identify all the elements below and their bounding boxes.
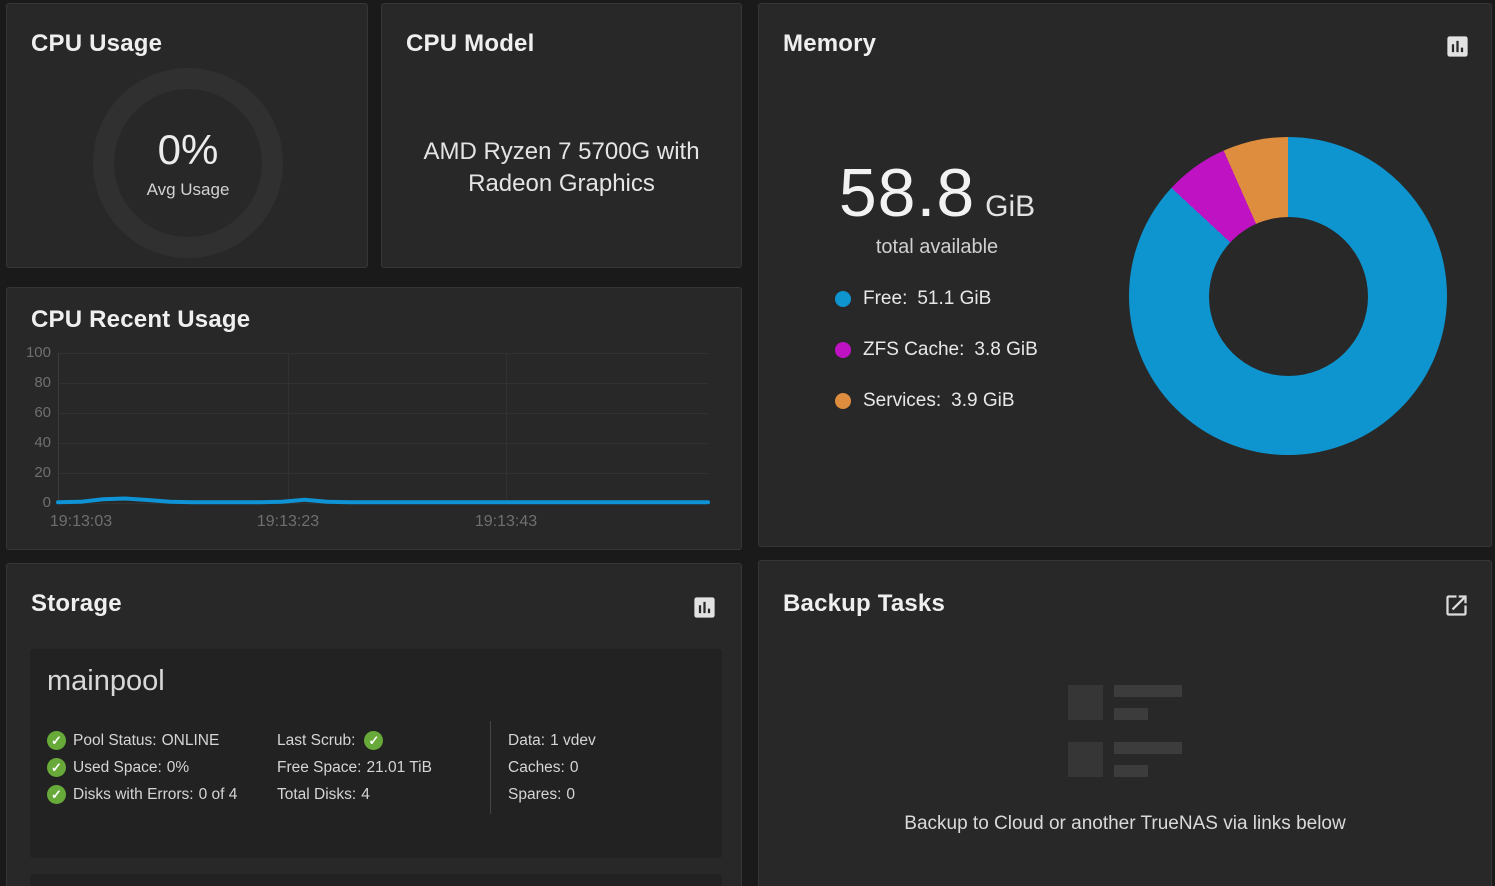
pool-row-value: 0% [166,758,190,776]
legend-item-services: Services: 3.9 GiB [835,390,1038,412]
cpu-model-text: AMD Ryzen 7 5700G with Radeon Graphics [423,138,700,197]
pool-row-value: 0 [569,758,579,776]
pool-panel-mainpool[interactable]: mainpool ✓ Pool Status: ONLINE ✓ Used Sp… [30,649,722,858]
cpu-usage-card: CPU Usage 0% Avg Usage [6,3,368,268]
pool-row-value: 0 [566,785,576,803]
pool-status-column: ✓ Pool Status: ONLINE ✓ Used Space: 0% ✓… [47,727,237,808]
backup-tasks-title: Backup Tasks [783,590,946,617]
memory-total-unit: GiB [985,190,1036,223]
memory-title: Memory [783,30,877,57]
cpu-usage-title: CPU Usage [31,30,163,57]
x-tick: 19:13:23 [256,513,320,530]
external-link-icon [1446,595,1467,616]
backup-tasks-card: Backup Tasks Backup to Cloud or another … [758,560,1492,886]
legend-label: Services: [863,390,942,411]
empty-tasks-placeholder-icon [1068,685,1188,778]
pool-row: Total Disks: 4 [277,781,432,808]
cpu-usage-series-line [56,496,710,505]
pool-row-label: Last Scrub: [277,731,356,749]
cpu-model-card: CPU Model AMD Ryzen 7 5700G with Radeon … [381,3,742,268]
pool-row-value: 0 of 4 [198,785,238,803]
memory-donut-hole [1208,216,1368,376]
legend-label: Free: [863,288,908,309]
pool-row-value: 1 vdev [550,731,596,749]
pool-row-label: Spares: [508,785,562,803]
memory-card: Memory 58.8 GiB total available Free: 51… [758,3,1492,547]
legend-value: 3.8 GiB [974,339,1038,360]
zfs-cache-dot-icon [835,342,851,358]
pool-row: ✓ Pool Status: ONLINE [47,727,237,754]
y-tick: 20 [34,464,51,481]
memory-total-label: total available [875,236,999,258]
pool-scrub-column: Last Scrub: ✓ Free Space: 21.01 TiB Tota… [277,727,432,808]
backup-external-link-button[interactable] [1443,592,1470,619]
x-tick: 19:13:43 [474,513,538,530]
pool-row: Last Scrub: ✓ [277,727,432,754]
pool-row: Free Space: 21.01 TiB [277,754,432,781]
memory-total: 58.8 GiB total available [807,154,1067,259]
services-dot-icon [835,393,851,409]
storage-title: Storage [31,590,122,617]
legend-label: ZFS Cache: [863,339,965,360]
pool-row: Data: 1 vdev [508,727,596,754]
legend-value: 3.9 GiB [951,390,1015,411]
memory-legend: Free: 51.1 GiB ZFS Cache: 3.8 GiB Servic… [835,288,1038,441]
free-dot-icon [835,291,851,307]
cpu-usage-label: Avg Usage [146,180,230,199]
bar-chart-icon [1447,36,1468,57]
cpu-model-title: CPU Model [406,30,535,57]
pool-row-label: Pool Status: [73,731,157,749]
memory-donut-chart [1129,137,1447,455]
cpu-recent-usage-title: CPU Recent Usage [31,306,251,333]
pool-row-label: Disks with Errors: [73,785,194,803]
pool-row-label: Caches: [508,758,565,776]
cpu-usage-line-chart [56,353,710,505]
column-divider [490,721,491,814]
cpu-recent-usage-card: CPU Recent Usage 100 80 60 40 20 0 [6,287,742,550]
memory-chart-icon[interactable] [1444,33,1471,60]
y-tick: 60 [34,404,51,421]
pool-row-value: 21.01 TiB [366,758,432,776]
pool-row: ✓ Used Space: 0% [47,754,237,781]
cpu-usage-value: 0% [157,126,219,173]
backup-message: Backup to Cloud or another TrueNAS via l… [904,813,1346,834]
check-icon: ✓ [47,758,66,777]
pool-name: mainpool [47,665,165,697]
legend-item-zfs-cache: ZFS Cache: 3.8 GiB [835,339,1038,361]
pool-row: ✓ Disks with Errors: 0 of 4 [47,781,237,808]
pool-row-label: Total Disks: [277,785,357,803]
storage-chart-icon[interactable] [691,594,718,621]
legend-value: 51.1 GiB [917,288,992,309]
memory-total-value: 58.8 [838,155,976,231]
x-tick: 19:13:03 [49,513,113,530]
y-tick: 40 [34,434,51,451]
pool-row-value: ONLINE [161,731,220,749]
legend-item-free: Free: 51.1 GiB [835,288,1038,310]
check-icon: ✓ [47,785,66,804]
pool-row-label: Used Space: [73,758,162,776]
check-icon: ✓ [47,731,66,750]
pool-vdev-column: Data: 1 vdev Caches: 0 Spares: 0 [508,727,596,808]
chart-grid [58,353,708,504]
pool-row-label: Free Space: [277,758,362,776]
pool-row: Spares: 0 [508,781,596,808]
cpu-usage-gauge: 0% Avg Usage [93,68,283,258]
storage-card: Storage mainpool ✓ Pool Status: ONLINE ✓… [6,563,742,886]
pool-row-value: 4 [361,785,370,803]
y-tick: 100 [25,344,51,361]
y-tick: 80 [34,374,51,391]
bar-chart-icon [694,597,715,618]
pool-panel-next[interactable] [30,874,722,886]
y-tick: 0 [42,494,51,511]
pool-row: Caches: 0 [508,754,596,781]
pool-row-label: Data: [508,731,546,749]
check-icon: ✓ [364,731,384,750]
